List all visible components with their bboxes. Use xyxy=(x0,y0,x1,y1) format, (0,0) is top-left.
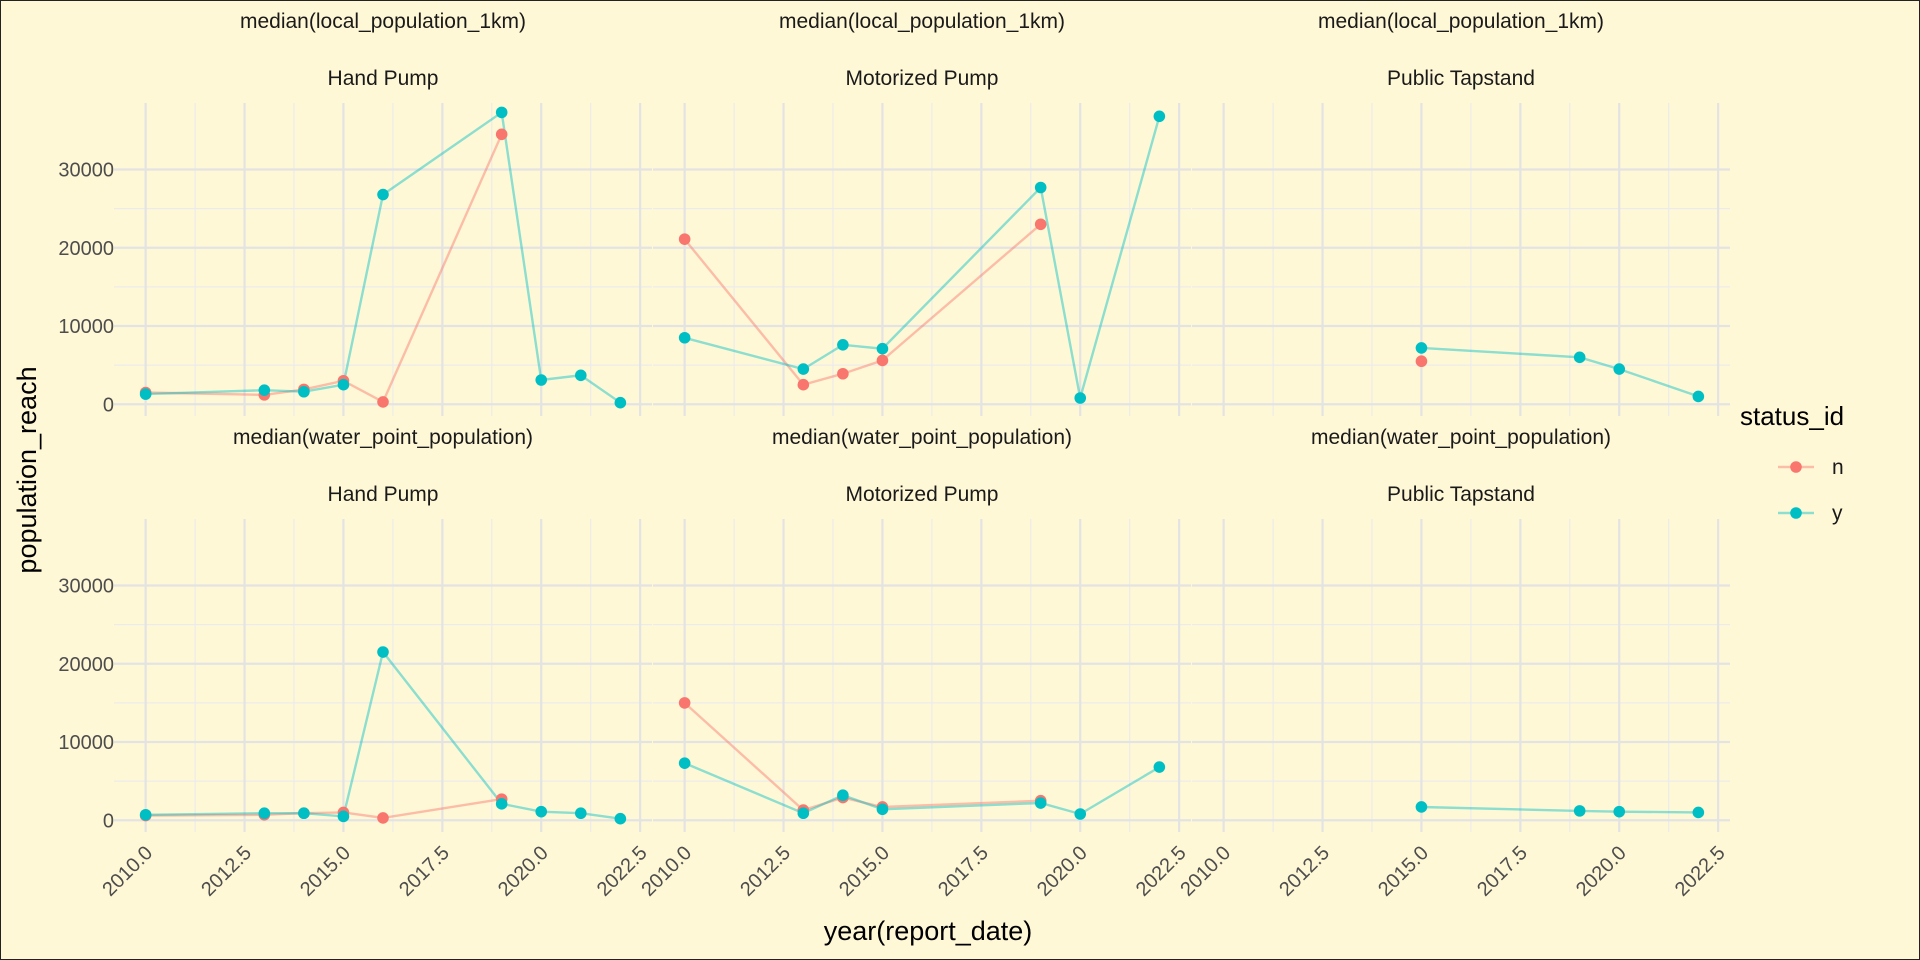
point-y xyxy=(1034,797,1047,809)
panel-series-1-0 xyxy=(139,646,627,825)
point-y xyxy=(837,338,849,351)
legend-title: status_id xyxy=(1740,401,1844,431)
point-n xyxy=(876,354,889,367)
point-y xyxy=(1692,390,1705,403)
point-y xyxy=(876,803,889,816)
facet-col-label: Public Tapstand xyxy=(1387,483,1535,506)
panel-0-1: median(local_population_1km) Motorized Pu… xyxy=(653,10,1191,416)
y-tick-label: 0 xyxy=(103,394,114,416)
facet-row-label: median(local_population_1km) xyxy=(240,10,526,33)
facet-col-label: Hand Pump xyxy=(328,483,439,506)
point-n xyxy=(495,128,508,141)
y-tick-label: 30000 xyxy=(58,576,114,598)
facet-col-label: Hand Pump xyxy=(328,67,439,90)
y-tick-label: 20000 xyxy=(58,238,114,260)
y-tick-label: 10000 xyxy=(58,316,114,338)
point-y xyxy=(1613,805,1626,818)
legend: status_id ny xyxy=(1740,401,1844,525)
facet-row-label: median(water_point_population) xyxy=(772,426,1072,449)
facet-col-label: Public Tapstand xyxy=(1387,67,1535,90)
facet-row-label: median(local_population_1km) xyxy=(1318,10,1604,33)
point-y xyxy=(797,807,810,820)
point-y xyxy=(535,805,548,818)
legend-key-point-n xyxy=(1790,461,1802,473)
point-y xyxy=(377,188,389,201)
point-y xyxy=(377,646,389,658)
point-y xyxy=(337,378,350,391)
point-y xyxy=(495,106,508,119)
point-y xyxy=(258,384,271,396)
point-y xyxy=(1034,181,1047,194)
point-y xyxy=(574,807,587,820)
point-y xyxy=(1692,806,1705,819)
point-n xyxy=(797,378,810,391)
point-n xyxy=(377,812,389,824)
point-y xyxy=(1153,761,1166,773)
point-y xyxy=(258,807,271,820)
point-y xyxy=(1573,351,1586,364)
point-n xyxy=(837,367,849,380)
series-line-y xyxy=(1421,805,1699,814)
point-n xyxy=(1034,218,1047,231)
point-y xyxy=(535,374,548,386)
point-y xyxy=(1074,392,1087,404)
point-y xyxy=(614,812,627,825)
point-y xyxy=(1074,808,1087,820)
point-y xyxy=(1573,805,1586,817)
point-n xyxy=(1415,355,1428,368)
panel-0-0: median(local_population_1km) Hand Pump 0 10… xyxy=(58,10,652,416)
x-axis-title: year(report_date) xyxy=(824,916,1033,946)
series-line-y xyxy=(1421,346,1699,398)
y-axis-title: population_reach xyxy=(12,366,42,573)
point-y xyxy=(574,369,587,382)
point-y xyxy=(298,385,310,398)
point-y xyxy=(139,808,152,821)
series-line-n xyxy=(145,797,502,820)
panel-series-0-0 xyxy=(139,106,627,409)
facet-row-label: median(water_point_population) xyxy=(233,426,533,449)
point-y xyxy=(797,363,810,375)
point-y xyxy=(139,388,152,400)
facet-row-label: median(water_point_population) xyxy=(1311,426,1611,449)
panel-0-2: median(local_population_1km) Public Tapst… xyxy=(1192,10,1730,416)
point-n xyxy=(678,233,691,245)
point-y xyxy=(1613,363,1626,375)
point-y xyxy=(337,810,350,823)
y-tick-label: 30000 xyxy=(58,160,114,182)
point-y xyxy=(298,807,310,820)
point-n xyxy=(377,396,389,408)
panel-series-1-2 xyxy=(1415,801,1705,819)
point-y xyxy=(495,798,508,810)
point-y xyxy=(1153,110,1166,123)
point-y xyxy=(837,789,849,802)
point-y xyxy=(876,342,889,355)
legend-label-n: n xyxy=(1832,456,1844,479)
point-y xyxy=(614,396,627,409)
legend-key-point-y xyxy=(1790,507,1802,519)
panel-series-0-1 xyxy=(678,110,1166,404)
facet-row-label: median(local_population_1km) xyxy=(779,10,1065,33)
series-line-n xyxy=(145,133,503,404)
facet-col-label: Motorized Pump xyxy=(846,483,999,506)
facet-col-label: Motorized Pump xyxy=(846,67,999,90)
y-tick-label: 20000 xyxy=(58,654,114,676)
point-n xyxy=(678,697,691,709)
legend-label-y: y xyxy=(1832,502,1843,525)
panel-series-0-2 xyxy=(1415,342,1705,403)
point-y xyxy=(678,757,691,769)
point-y xyxy=(678,331,691,344)
y-tick-label: 10000 xyxy=(58,732,114,754)
y-tick-label: 0 xyxy=(103,810,114,832)
point-y xyxy=(1415,801,1428,813)
point-y xyxy=(1415,342,1428,354)
panel-series-1-1 xyxy=(678,697,1166,820)
